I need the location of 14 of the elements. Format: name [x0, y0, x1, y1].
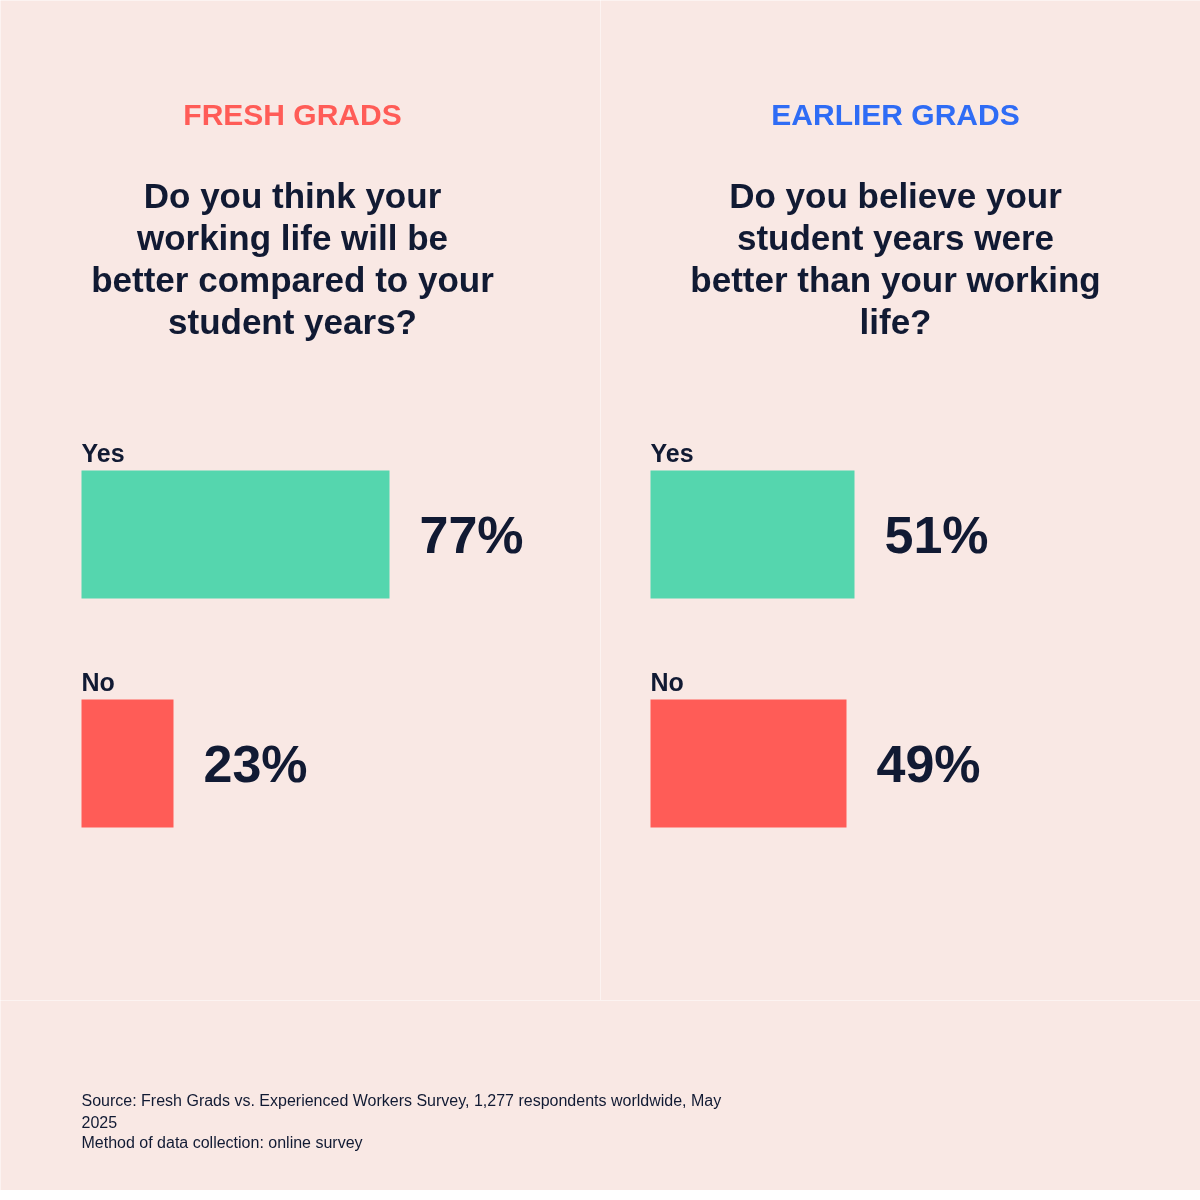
data-label: 77% — [419, 505, 524, 564]
text: Method of data collection: online survey — [81, 1134, 363, 1151]
data-label: 49% — [876, 734, 981, 793]
y-tick-label: Yes — [650, 438, 694, 467]
y-tick-label: Yes — [81, 438, 125, 467]
source-note: Source: Fresh Grads vs. Experienced Workers Survey, 1,277 respondents worldwide, May 2025 — [81, 1092, 722, 1131]
y-tick-label: No — [81, 667, 115, 696]
data-label: 51% — [884, 505, 989, 564]
y-tick-label: No — [650, 667, 684, 696]
chart-subtitle: Do you believe your student years were better than your working life? — [690, 176, 1101, 341]
chart-subtitle: Do you think your working life will be better compared to your student years? — [91, 176, 495, 341]
chart-title: EARLIER GRADS — [771, 98, 1020, 131]
data-label: 23% — [203, 734, 308, 793]
chart-title: FRESH GRADS — [183, 98, 402, 131]
